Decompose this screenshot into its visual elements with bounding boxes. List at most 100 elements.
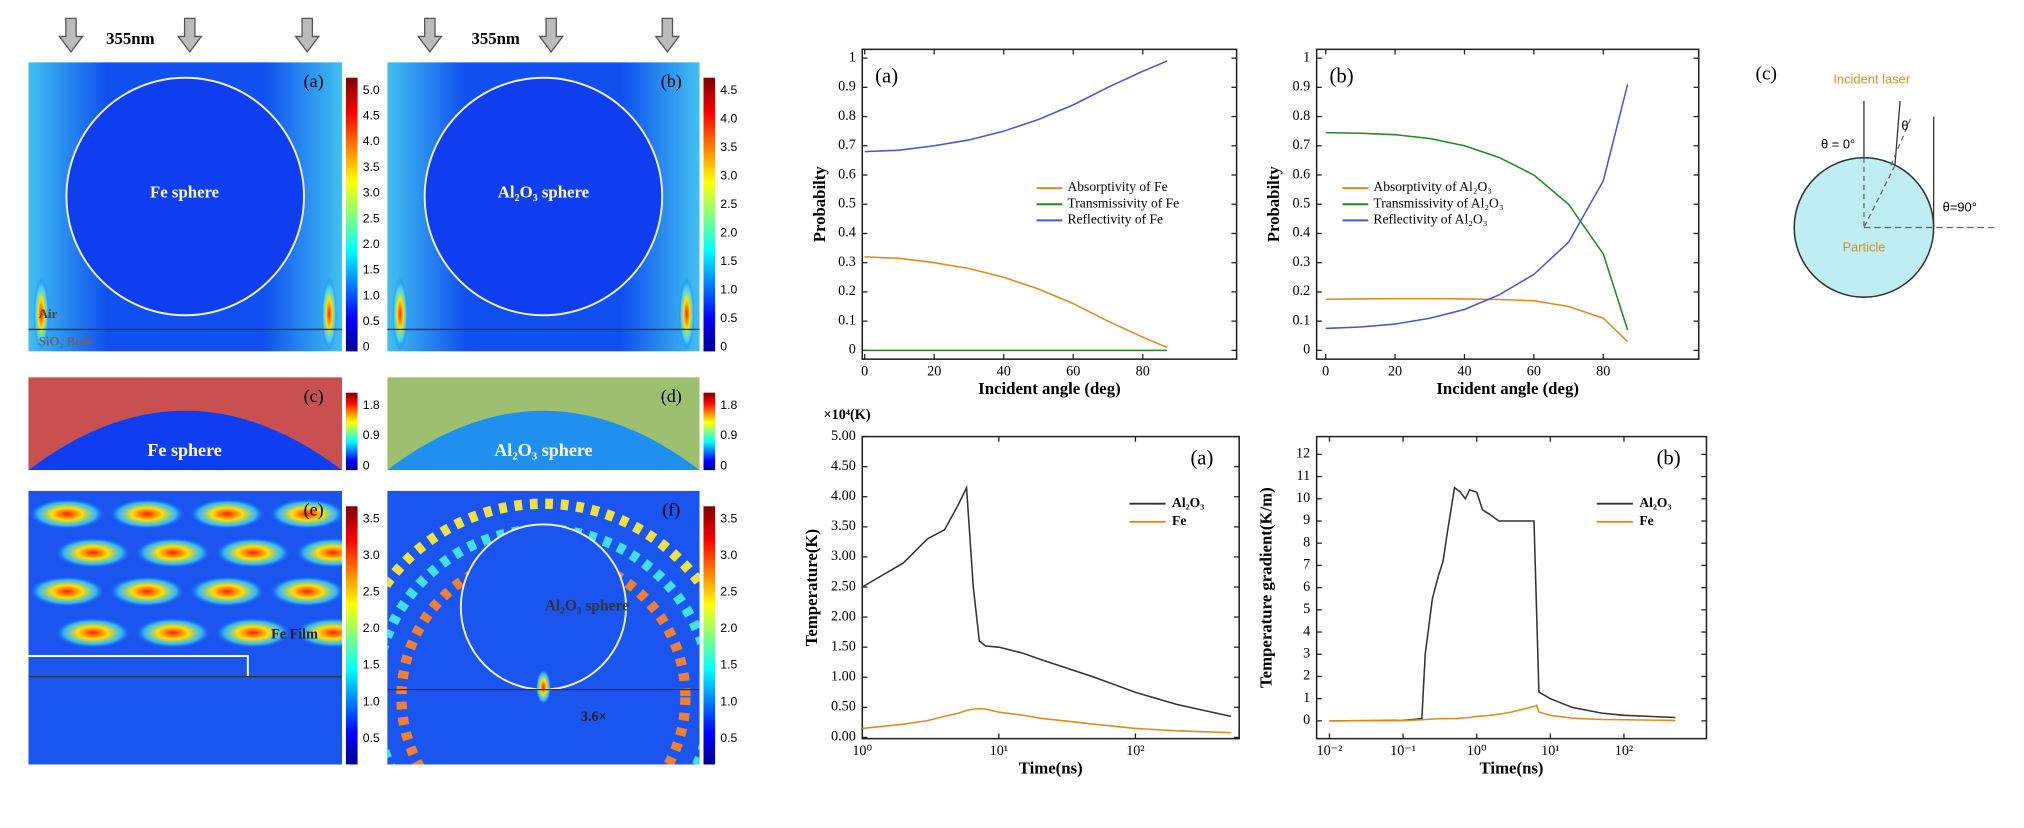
y-tick-label: 0.6	[838, 166, 856, 182]
y-tick-label: 0.2	[1292, 283, 1310, 299]
legend-label: Transmissivity of Fe	[1068, 195, 1180, 210]
y-tick-label: 0.9	[838, 79, 856, 95]
colorbar-label: 1.8	[363, 398, 380, 412]
colorbar-label: 2.0	[363, 621, 380, 635]
y-tick-label: 4	[1303, 623, 1310, 639]
hot-spot	[33, 277, 50, 351]
sphere	[28, 410, 343, 471]
colorbar-label: 2.5	[720, 197, 737, 211]
panel-text: Air	[39, 307, 58, 321]
y-tick-label: 1	[1303, 690, 1310, 706]
laser-label: Incident laser	[1833, 72, 1910, 87]
y-tick-label: 6	[1303, 579, 1310, 595]
y-tick-label: 1.50	[831, 638, 856, 654]
colorbar-label: 3.0	[363, 186, 380, 200]
hot-spot	[535, 668, 552, 706]
hot-spot	[134, 617, 212, 649]
colorbar	[703, 77, 716, 352]
hot-spot	[392, 277, 408, 351]
sphere	[65, 76, 305, 317]
plot-frame	[1315, 435, 1708, 740]
panel-text: 3.6×	[581, 709, 607, 725]
colorbar-label: 4.0	[363, 134, 380, 148]
y-tick-label: 1.00	[831, 669, 856, 685]
panel-text: Al₂O₃ sphere	[498, 183, 589, 202]
x-tick-label: 80	[1596, 363, 1610, 379]
colorbar-label: 0	[720, 340, 727, 354]
y-tick-label: 12	[1296, 446, 1310, 462]
hot-spot	[188, 498, 266, 530]
hot-spot	[28, 575, 106, 607]
y-tick-label: 0.00	[831, 729, 856, 745]
legend-label: Absorptivity of Fe	[1068, 179, 1168, 194]
colorbar	[345, 77, 358, 352]
field-map	[28, 377, 343, 471]
chart: 0 20 40 60 80 0 0.1 0.2 0.3 0.4 0.5 0.6 0.7 0.8 0.9 1 In…	[1264, 48, 1700, 398]
colorbar-label: 2.0	[720, 621, 737, 635]
colorbar-label: 0.5	[363, 314, 380, 328]
wavelength-label: 355nm	[471, 29, 519, 48]
plot-frame	[861, 435, 1240, 740]
x-axis-title: Time(ns)	[1019, 758, 1083, 777]
y-tick-label: 0.8	[838, 108, 856, 124]
hot-spot	[54, 537, 132, 569]
colorbar	[345, 506, 358, 765]
field-panel: (f) Al₂O₃ sphere 3.6× 0.5 1.0 1.5 2.0 2.5 3.0 3.5	[387, 490, 737, 765]
legend-label: Transmissivity of Al₂O₃	[1373, 195, 1503, 210]
legend-label: Reflectivity of Al₂O₃	[1373, 211, 1487, 226]
panel-label: (b)	[1330, 65, 1354, 87]
y-tick-label: 10	[1296, 490, 1310, 506]
field-map	[387, 377, 700, 471]
field-panel: (b) Al₂O₃ sphere 0 0.5 1.0 1.5 2.0 2.5 3.0 3.5 4.0…	[387, 62, 737, 354]
y-axis-title: Probabilty	[1264, 166, 1283, 243]
field-map	[28, 490, 343, 765]
field-panel: (d) Al₂O₃ sphere 0 0.9 1.8	[387, 377, 737, 473]
y-tick-label: 0	[849, 342, 856, 358]
x-tick-label: 10⁰	[852, 743, 872, 759]
colorbar-label: 3.5	[720, 511, 737, 525]
hot-spot	[678, 277, 695, 351]
y-tick-label: 11	[1297, 468, 1311, 484]
colorbar-label: 2.5	[363, 211, 380, 225]
x-tick-label: 10¹	[990, 743, 1008, 759]
legend-label: Absorptivity of Al₂O₃	[1373, 179, 1492, 194]
colorbar-label: 1.5	[720, 658, 737, 672]
colorbar-label: 0	[363, 340, 370, 354]
y-tick-label: 0.4	[838, 225, 856, 241]
angle-label: θ	[1901, 118, 1908, 133]
x-tick-label: 80	[1136, 363, 1150, 379]
x-tick-label: 10¹	[1541, 743, 1559, 759]
colorbar-label: 4.0	[720, 111, 737, 125]
panel-text: SiO₂ Bulk	[39, 334, 94, 348]
panel-text: Fe Film	[271, 627, 318, 643]
legend-label: Al₂O₃	[1172, 495, 1204, 510]
panel-label: (c)	[304, 386, 324, 407]
x-tick-label: 10²	[1615, 743, 1633, 759]
panel-label: (b)	[1657, 448, 1681, 470]
hot-spot	[321, 277, 337, 351]
colorbar-label: 4.5	[363, 109, 380, 123]
panel-text: Al₂O₃ sphere	[494, 440, 592, 460]
sphere	[423, 76, 664, 317]
y-tick-label: 1	[849, 49, 856, 65]
x-tick-label: 60	[1527, 363, 1541, 379]
colorbar-label: 0.5	[720, 311, 737, 325]
field-map	[28, 62, 343, 352]
y-tick-label: 5	[1303, 601, 1310, 617]
panel-text: Al₂O₃ sphere	[545, 598, 629, 615]
x-tick-label: 40	[1457, 363, 1471, 379]
incident-arrow	[176, 17, 203, 54]
panel-label: (b)	[661, 71, 682, 92]
colorbar-label: 3.5	[363, 511, 380, 525]
y-tick-label: 0.4	[1292, 225, 1310, 241]
sphere	[387, 410, 700, 471]
hot-spot	[108, 575, 186, 607]
chart: 10⁰ 10¹ 10² 0.00 0.50 1.00 1.50 2.00 2.50 3.00 3.5…	[802, 407, 1240, 777]
panel-label: (a)	[304, 71, 324, 92]
x-tick-label: 0	[861, 363, 868, 379]
y-tick-label: 0.5	[1292, 195, 1310, 211]
colorbar-label: 1.8	[720, 398, 737, 412]
chart: 0 20 40 60 80 0 0.1 0.2 0.3 0.4 0.5 0.6 0.7 0.8 0.9 1 In…	[810, 48, 1238, 398]
hot-spot	[134, 537, 212, 569]
